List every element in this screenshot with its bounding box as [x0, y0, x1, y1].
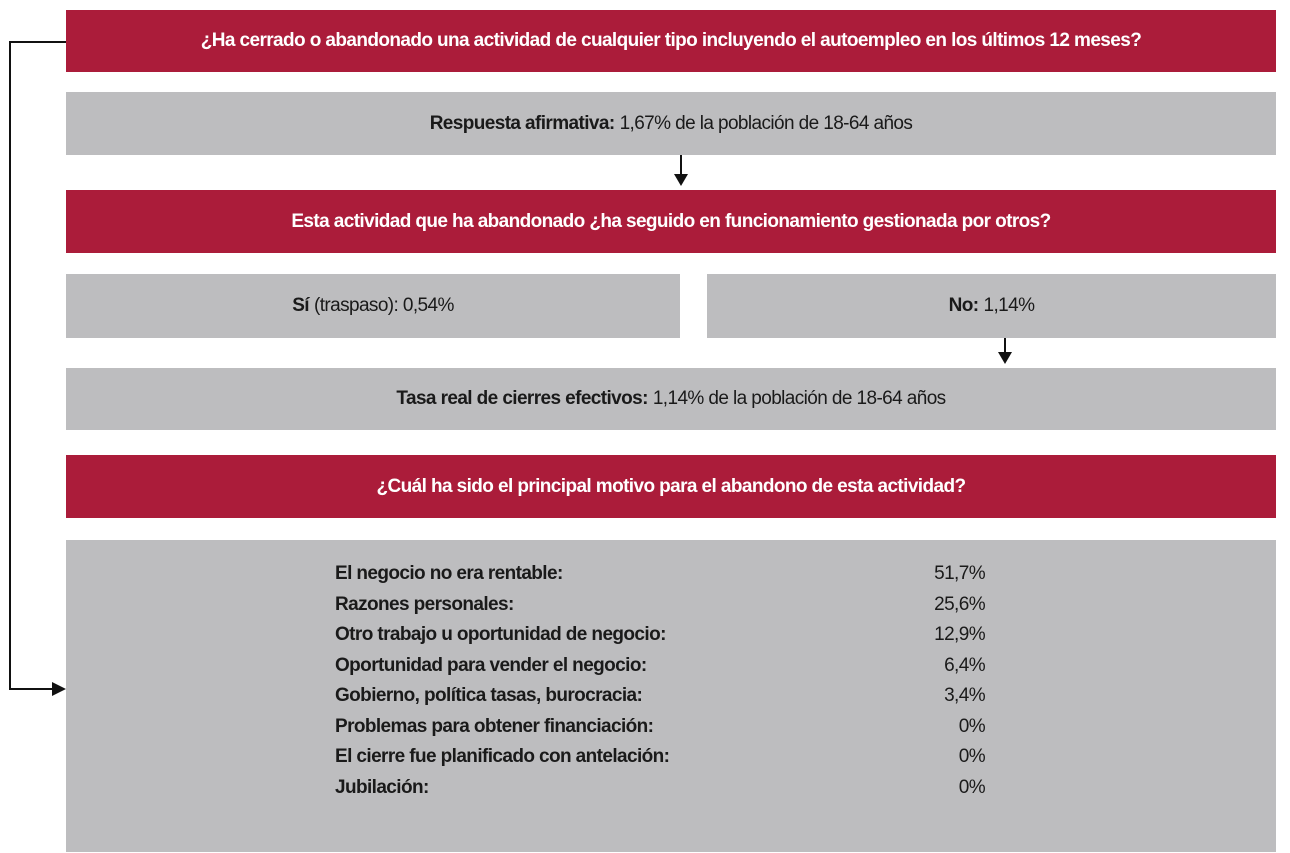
reason-label: Problemas para obtener financiación:	[335, 715, 654, 737]
reason-row: Problemas para obtener financiación: 0%	[335, 715, 986, 746]
reason-value: 25,6%	[934, 593, 985, 615]
connector-line	[9, 41, 66, 690]
question-text: ¿Ha cerrado o abandonado una actividad d…	[200, 30, 1142, 51]
question-1: ¿Ha cerrado o abandonado una actividad d…	[66, 10, 1276, 72]
answer-label: Respuesta afirmativa:	[429, 112, 615, 134]
yes-box: Sí (traspaso): 0,54%	[66, 274, 680, 338]
yes-label: Sí	[292, 295, 309, 316]
reason-value: 6,4%	[944, 654, 986, 676]
rate-text: 1,14% de la población de 18-64 años	[652, 388, 946, 409]
reason-label: Otro trabajo u oportunidad de negocio:	[335, 624, 666, 645]
question-3: ¿Cuál ha sido el principal motivo para e…	[66, 455, 1276, 518]
yes-text: (traspaso): 0,54%	[314, 295, 454, 316]
reason-row: Oportunidad para vender el negocio: 6,4%	[335, 654, 986, 685]
reason-value: 0%	[958, 776, 986, 798]
no-text: 1,14%	[983, 295, 1035, 316]
reason-label: Razones personales:	[335, 593, 514, 615]
reason-label: Gobierno, política tasas, burocracia:	[335, 685, 643, 706]
reason-row: El negocio no era rentable: 51,7%	[335, 563, 986, 593]
reason-value: 51,7%	[934, 563, 985, 584]
reason-label: El negocio no era rentable:	[335, 563, 563, 584]
no-box: No: 1,14%	[707, 274, 1276, 338]
reason-value: 0%	[958, 746, 986, 767]
rate-label: Tasa real de cierres efectivos:	[396, 388, 648, 409]
reason-value: 0%	[958, 715, 986, 737]
reason-row: Otro trabajo u oportunidad de negocio: 12…	[335, 624, 986, 654]
reasons-box: El negocio no era rentable: 51,7% Razones …	[66, 540, 1276, 852]
arrow-head	[998, 352, 1012, 364]
answer-1: Respuesta afirmativa: 1,67% de la poblaci…	[66, 92, 1276, 155]
reason-row: El cierre fue planificado con antelación…	[335, 746, 986, 776]
reason-value: 12,9%	[934, 624, 985, 645]
no-label: No:	[948, 295, 979, 316]
question-text: Esta actividad que ha abandonado ¿ha seg…	[291, 210, 1051, 232]
reason-value: 3,4%	[944, 685, 986, 706]
reason-row: Razones personales: 25,6%	[335, 593, 986, 624]
reason-label: Jubilación:	[335, 776, 429, 798]
reason-label: El cierre fue planificado con antelación…	[335, 746, 670, 767]
arrow-head	[674, 174, 688, 186]
question-text: ¿Cuál ha sido el principal motivo para e…	[376, 475, 967, 497]
question-2: Esta actividad que ha abandonado ¿ha seg…	[66, 190, 1276, 253]
answer-text: 1,67% de la población de 18-64 años	[619, 112, 913, 134]
arrow-head	[52, 682, 66, 696]
reason-row: Jubilación: 0%	[335, 776, 986, 807]
rate-box: Tasa real de cierres efectivos: 1,14% de …	[66, 368, 1276, 430]
reason-label: Oportunidad para vender el negocio:	[335, 654, 647, 676]
reason-row: Gobierno, política tasas, burocracia: 3,4…	[335, 685, 986, 715]
